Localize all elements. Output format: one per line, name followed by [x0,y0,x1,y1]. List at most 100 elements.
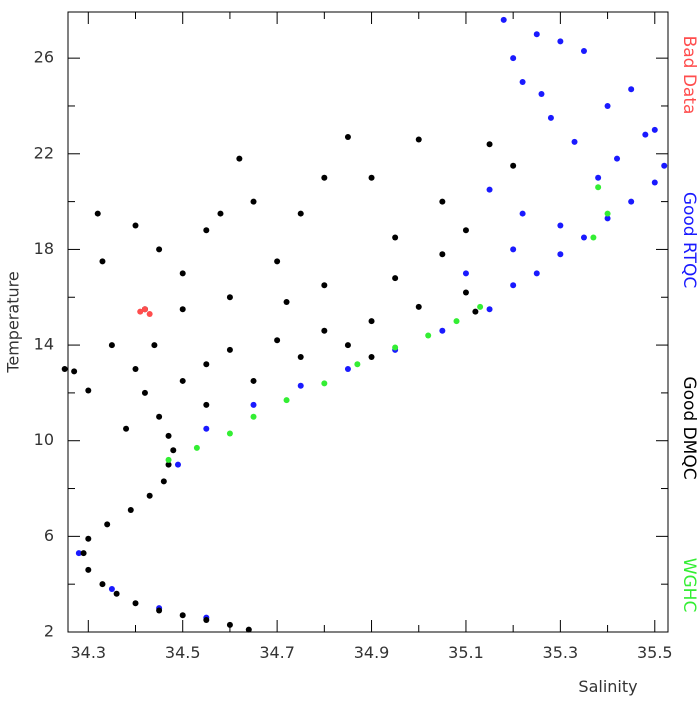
legend-entry: Good RTQC [679,192,699,288]
data-point [250,377,257,384]
data-point [354,361,361,368]
data-point [146,310,153,317]
data-point [392,275,399,282]
data-point [203,227,210,234]
data-point [75,550,82,557]
data-point [132,365,139,372]
data-point [580,234,587,241]
data-point [283,397,290,404]
legend-entry: WGHC [679,558,699,613]
data-point [472,308,479,315]
data-point [113,590,120,597]
data-point [462,289,469,296]
data-point [104,521,111,528]
data-point [108,585,115,592]
data-point [127,507,134,514]
y-tick-label: 18 [34,239,54,258]
data-point [297,354,304,361]
legend-entry: Good DMQC [679,376,699,479]
data-point [179,306,186,313]
data-point [462,227,469,234]
data-point [99,258,106,265]
data-point [85,566,92,573]
data-point [165,461,172,468]
x-axis-label: Salinity [578,677,637,696]
data-point [519,79,526,86]
data-point [661,162,668,169]
data-point [557,251,564,258]
data-point [415,303,422,310]
data-point [510,55,517,62]
data-point [510,162,517,169]
data-point [297,382,304,389]
data-point [533,270,540,277]
data-point [203,361,210,368]
data-point [538,91,545,98]
data-point [477,303,484,310]
data-point [203,617,210,624]
data-point [226,430,233,437]
data-point [132,222,139,229]
x-tick-label: 34.5 [165,643,201,662]
data-point [250,413,257,420]
data-point [283,299,290,306]
data-point [486,186,493,193]
data-point [179,270,186,277]
data-point [132,600,139,607]
data-point [250,401,257,408]
data-point [321,282,328,289]
data-point [344,134,351,141]
data-point [165,432,172,439]
x-tick-label: 35.5 [637,643,673,662]
legend-entry: Bad Data [679,36,699,115]
data-point [170,447,177,454]
data-point [557,222,564,229]
x-tick-label: 35.1 [448,643,484,662]
data-point [439,251,446,258]
data-point [368,174,375,181]
data-point [628,86,635,93]
data-point [595,184,602,191]
data-point [486,306,493,313]
data-point [179,612,186,619]
data-point [321,380,328,387]
plot-frame [67,11,669,633]
y-tick-label: 10 [34,430,54,449]
y-axis-label: Temperature [4,271,23,373]
data-point [392,234,399,241]
data-point [533,31,540,38]
data-point [651,179,658,186]
data-point [439,327,446,334]
data-point [203,401,210,408]
data-point [217,210,224,217]
data-point [61,365,68,372]
x-tick-label: 34.7 [259,643,295,662]
data-point [141,389,148,396]
data-point [604,215,611,222]
data-point [85,535,92,542]
data-point [179,377,186,384]
x-tick-label: 35.3 [543,643,579,662]
data-point [425,332,432,339]
points [61,16,668,633]
data-point [368,318,375,325]
data-point [71,368,78,375]
data-point [580,47,587,54]
data-point [108,342,115,349]
data-point [274,337,281,344]
data-point [165,456,172,463]
data-point [453,318,460,325]
data-point [226,294,233,301]
data-point [141,306,148,313]
data-point [614,155,621,162]
data-point [85,387,92,394]
data-point [344,365,351,372]
data-point [628,198,635,205]
data-point [137,308,144,315]
data-point [321,327,328,334]
data-point [547,114,554,121]
data-point [160,478,167,485]
data-point [510,246,517,253]
data-point [226,346,233,353]
data-point [642,131,649,138]
